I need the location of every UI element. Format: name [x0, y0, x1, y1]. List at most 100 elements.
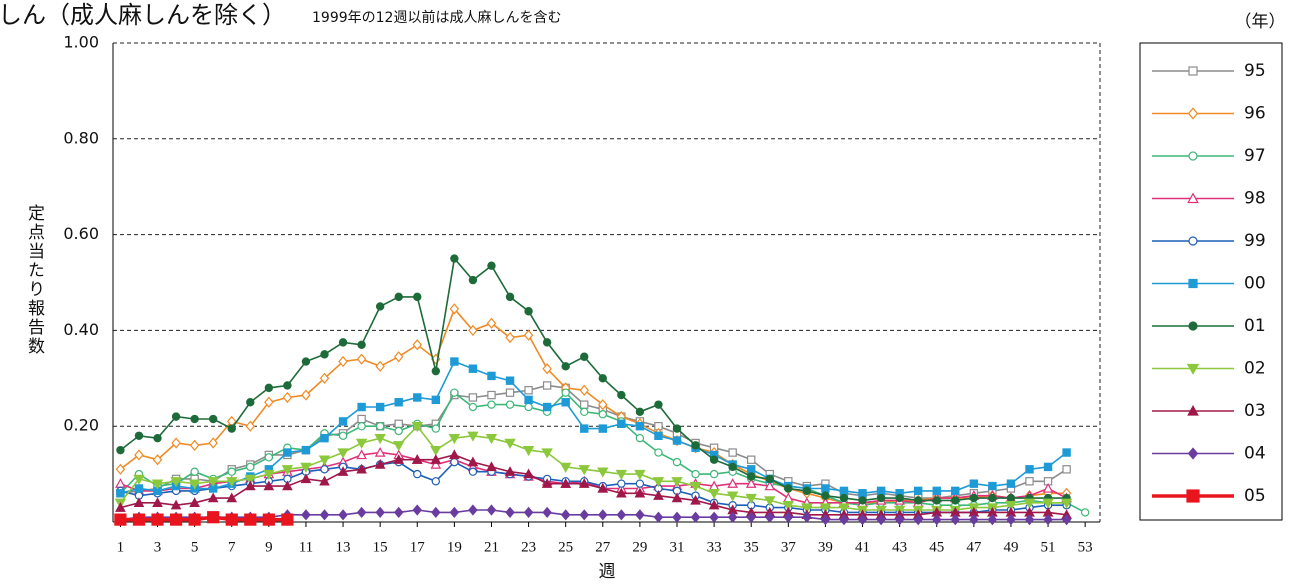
marker — [170, 477, 182, 488]
marker — [1186, 489, 1200, 503]
marker — [597, 482, 609, 493]
marker — [505, 506, 515, 519]
marker — [709, 469, 719, 479]
marker — [356, 353, 367, 365]
marker — [486, 461, 497, 472]
marker — [504, 438, 516, 449]
x-tick-label: 19 — [447, 539, 462, 555]
marker — [801, 503, 813, 514]
marker — [133, 497, 145, 508]
series-line — [120, 515, 288, 522]
marker — [300, 473, 312, 484]
marker — [504, 466, 516, 476]
marker — [431, 477, 441, 486]
x-tick-label: 5 — [191, 539, 199, 555]
marker — [617, 419, 626, 429]
marker — [281, 465, 294, 476]
y-tick-label: 0.80 — [63, 128, 99, 147]
marker — [634, 469, 646, 480]
marker — [765, 474, 774, 484]
marker — [468, 504, 478, 516]
marker — [411, 454, 423, 464]
marker — [375, 360, 385, 372]
x-tick-label: 11 — [299, 539, 313, 555]
marker — [246, 398, 255, 407]
marker — [524, 307, 533, 316]
x-tick-label: 35 — [744, 539, 759, 555]
marker — [283, 448, 292, 457]
marker — [1187, 192, 1199, 204]
marker — [1186, 363, 1200, 375]
marker — [394, 292, 403, 302]
marker — [802, 511, 812, 523]
marker — [170, 499, 182, 510]
marker — [356, 506, 367, 519]
marker — [468, 402, 478, 412]
marker — [1042, 482, 1054, 493]
marker — [320, 465, 329, 474]
x-tick-label: 15 — [373, 539, 388, 555]
marker — [134, 484, 144, 493]
marker — [468, 467, 478, 476]
marker — [1188, 66, 1198, 76]
marker — [932, 496, 941, 505]
marker — [1043, 513, 1053, 526]
marker — [726, 491, 739, 502]
marker — [560, 478, 572, 488]
marker — [672, 511, 682, 523]
marker — [505, 400, 515, 409]
marker — [188, 513, 201, 526]
marker — [950, 513, 961, 526]
marker — [764, 496, 776, 507]
marker — [207, 477, 219, 488]
marker — [449, 506, 460, 519]
marker — [190, 414, 199, 424]
chart-subtitle: 1999年の12週以前は成人麻しんを含む — [312, 9, 561, 26]
marker — [208, 414, 218, 424]
marker — [115, 478, 126, 488]
marker — [356, 449, 367, 460]
marker — [227, 424, 236, 433]
x-tick-label: 43 — [892, 539, 907, 555]
marker — [561, 362, 570, 371]
marker — [1043, 462, 1053, 472]
marker — [764, 480, 776, 491]
series-05 — [114, 511, 294, 526]
marker — [468, 364, 478, 373]
marker — [690, 494, 701, 505]
x-tick-label: 53 — [1078, 539, 1093, 555]
marker — [988, 493, 997, 503]
x-tick-label: 9 — [265, 539, 273, 555]
marker — [375, 302, 385, 311]
marker — [505, 292, 515, 302]
marker — [449, 449, 460, 460]
series-line — [120, 509, 1067, 521]
marker — [393, 351, 404, 363]
marker — [355, 438, 368, 449]
x-tick-label: 31 — [670, 539, 685, 555]
y-tick-label: 1.00 — [63, 33, 99, 52]
marker — [560, 509, 571, 521]
x-tick-label: 41 — [855, 539, 870, 555]
marker — [467, 431, 479, 442]
marker — [374, 433, 386, 445]
marker — [876, 486, 886, 496]
marker — [987, 513, 998, 526]
marker — [338, 417, 348, 426]
marker — [745, 478, 757, 488]
marker — [319, 509, 330, 521]
marker — [283, 381, 292, 390]
marker — [132, 513, 146, 526]
marker — [969, 479, 979, 488]
marker — [839, 513, 849, 526]
marker — [857, 513, 868, 526]
marker — [487, 261, 496, 270]
marker — [1006, 479, 1016, 488]
marker — [134, 449, 144, 461]
marker — [951, 496, 960, 505]
marker — [652, 477, 665, 488]
marker — [152, 497, 163, 508]
legend-label: 04 — [1244, 444, 1266, 464]
legend-label: 00 — [1244, 274, 1266, 294]
series-line — [120, 454, 1067, 516]
